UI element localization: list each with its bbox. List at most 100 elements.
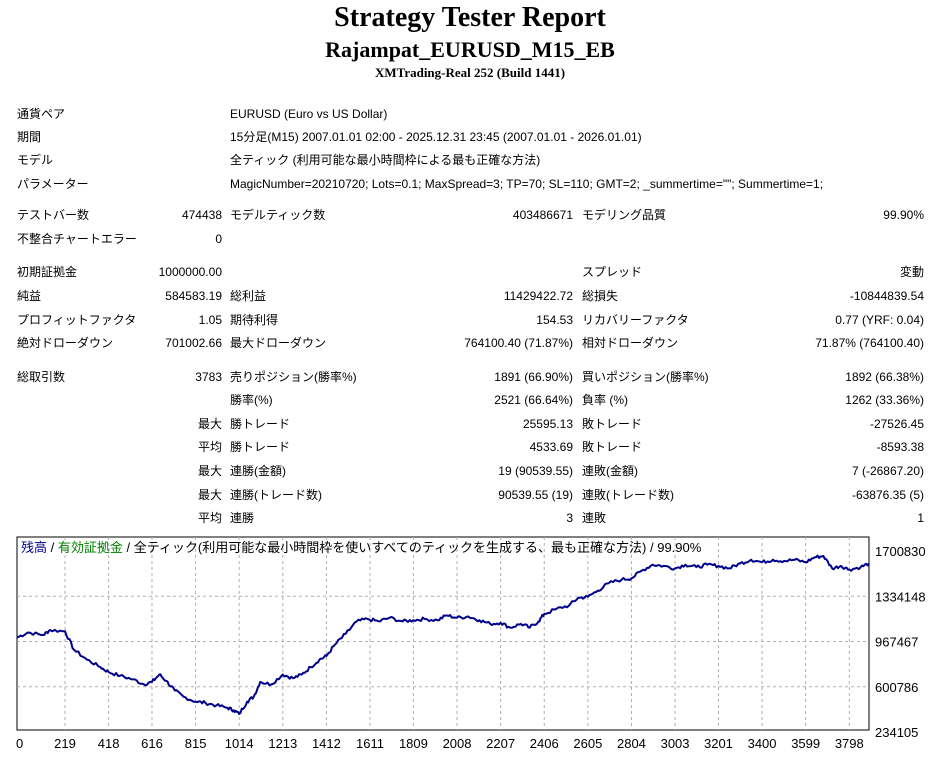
x-tick-label: 1213 xyxy=(268,736,297,751)
absolute-drawdown-label: 絶対ドローダウン xyxy=(17,336,114,350)
series-line-balance xyxy=(16,554,870,715)
bars-value: 474438 xyxy=(181,208,222,222)
loss-rate-label: 負率 (%) xyxy=(582,393,628,407)
legend-model-text: / 全ティック(利用可能な最小時間枠を使いすべてのティックを生成する、最も正確な… xyxy=(123,540,702,555)
symbol-label: 通貨ペア xyxy=(17,107,66,121)
x-tick-label: 3798 xyxy=(835,736,864,751)
x-tick-label: 2008 xyxy=(443,736,472,751)
maximal-drawdown-value: 764100.40 (71.87%) xyxy=(464,336,573,350)
long-positions-value: 1892 (66.38%) xyxy=(845,370,924,384)
plot-frame xyxy=(16,536,870,731)
absolute-drawdown-value: 701002.66 xyxy=(165,336,222,350)
largest-loss-label: 敗トレード xyxy=(582,417,643,431)
chart-series xyxy=(16,554,870,715)
spread-value: 変動 xyxy=(899,265,924,279)
expected-payoff-label: 期待利得 xyxy=(230,313,279,327)
consecutive-losses-amount-label: 連敗(金額) xyxy=(582,464,638,478)
chart-svg: 残高 / 有効証拠金 / 全ティック(利用可能な最小時間枠を使いすべてのティック… xyxy=(15,535,928,759)
avg-word: 平均 xyxy=(197,511,222,525)
model-value: 全ティック (利用可能な最小時間枠による最も正確な方法) xyxy=(230,153,541,167)
legend-separator: / xyxy=(47,540,58,555)
net-profit-value: 584583.19 xyxy=(165,289,222,303)
x-tick-label: 3003 xyxy=(661,736,690,751)
max-word: 最大 xyxy=(197,464,222,478)
expected-payoff-value: 154.53 xyxy=(536,313,573,327)
x-tick-label: 2406 xyxy=(530,736,559,751)
chart-legend: 残高 / 有効証拠金 / 全ティック(利用可能な最小時間枠を使いすべてのティック… xyxy=(21,540,702,555)
average-loss-label: 敗トレード xyxy=(582,440,643,454)
mismatch-value: 0 xyxy=(215,232,222,246)
period-label: 期間 xyxy=(17,130,42,144)
consecutive-wins-amount-value: 19 (90539.55) xyxy=(498,464,573,478)
recovery-factor-value: 0.77 (YRF: 0.04) xyxy=(835,313,924,327)
x-tick-label: 1611 xyxy=(356,736,384,751)
profit-factor-value: 1.05 xyxy=(198,313,222,327)
y-tick-label: 1334148 xyxy=(875,589,926,604)
symbol-value: EURUSD (Euro vs US Dollar) xyxy=(230,107,388,121)
relative-drawdown-label: 相対ドローダウン xyxy=(582,336,679,350)
x-tick-label: 3400 xyxy=(748,736,777,751)
deposit-label: 初期証拠金 xyxy=(17,265,78,279)
max-word: 最大 xyxy=(197,417,222,431)
average-consecutive-wins-value: 3 xyxy=(566,511,573,525)
deposit-value: 1000000.00 xyxy=(158,265,222,279)
x-tick-label: 1014 xyxy=(225,736,254,751)
gross-loss-value: -10844839.54 xyxy=(849,289,924,303)
average-consecutive-wins-label: 連勝 xyxy=(230,511,255,525)
loss-rate-value: 1262 (33.36%) xyxy=(845,393,924,407)
x-tick-label: 2207 xyxy=(486,736,515,751)
consecutive-losses-amount-value: 7 (-26867.20) xyxy=(851,464,924,478)
average-loss-value: -8593.38 xyxy=(876,440,924,454)
profit-factor-label: プロフィットファクタ xyxy=(17,313,137,327)
average-consecutive-losses-label: 連敗 xyxy=(582,511,607,525)
quality-label: モデリング品質 xyxy=(582,208,667,222)
legend-equity: 有効証拠金 xyxy=(58,540,123,555)
balance-chart: 残高 / 有効証拠金 / 全ティック(利用可能な最小時間枠を使いすべてのティック… xyxy=(15,535,928,759)
x-tick-label: 3201 xyxy=(704,736,733,751)
gross-profit-value: 11429422.72 xyxy=(503,289,573,303)
y-tick-label: 600786 xyxy=(875,680,918,695)
x-tick-label: 815 xyxy=(185,736,207,751)
avg-word: 平均 xyxy=(197,440,222,454)
y-tick-label: 1700830 xyxy=(875,544,926,559)
total-trades-value: 3783 xyxy=(195,370,222,384)
short-positions-value: 1891 (66.90%) xyxy=(494,370,573,384)
x-tick-label: 0 xyxy=(16,736,23,751)
x-tick-label: 1809 xyxy=(399,736,428,751)
consecutive-wins-count-label: 連勝(トレード数) xyxy=(230,488,322,502)
max-word: 最大 xyxy=(197,488,222,502)
long-positions-label: 買いポジション(勝率%) xyxy=(582,370,709,384)
y-tick-label: 967467 xyxy=(875,635,918,650)
gross-loss-label: 総損失 xyxy=(582,289,619,303)
consecutive-losses-count-label: 連敗(トレード数) xyxy=(582,488,674,502)
x-tick-label: 616 xyxy=(141,736,163,751)
consecutive-wins-amount-label: 連勝(金額) xyxy=(230,464,286,478)
report-title: Strategy Tester Report xyxy=(334,2,606,33)
x-tick-label: 2605 xyxy=(573,736,602,751)
quality-value: 99.90% xyxy=(883,208,924,222)
x-axis-ticks: 0 219 418 616 815 1014 1213 1412 1611 1809 2008 220… xyxy=(16,736,864,751)
relative-drawdown-value: 71.87% (764100.40) xyxy=(815,336,924,350)
spread-label: スプレッド xyxy=(582,265,643,279)
x-tick-label: 418 xyxy=(98,736,120,751)
x-tick-label: 2804 xyxy=(617,736,646,751)
ticks-label: モデルティック数 xyxy=(230,208,326,222)
chart-grid xyxy=(17,537,869,730)
consecutive-losses-count-value: -63876.35 (5) xyxy=(851,488,924,502)
mismatch-label: 不整合チャートエラー xyxy=(17,232,137,246)
average-consecutive-losses-value: 1 xyxy=(917,511,924,525)
y-tick-label: 234105 xyxy=(875,725,918,740)
gross-profit-label: 総利益 xyxy=(230,289,267,303)
x-tick-label: 219 xyxy=(54,736,76,751)
parameters-value: MagicNumber=20210720; Lots=0.1; MaxSprea… xyxy=(230,177,824,191)
consecutive-wins-count-value: 90539.55 (19) xyxy=(498,488,573,502)
parameters-label: パラメーター xyxy=(17,177,89,191)
model-label: モデル xyxy=(17,153,54,167)
recovery-factor-label: リカバリーファクタ xyxy=(582,313,689,327)
report-server: XMTrading-Real 252 (Build 1441) xyxy=(374,65,566,80)
total-trades-label: 総取引数 xyxy=(17,370,66,384)
x-tick-label: 1412 xyxy=(312,736,341,751)
largest-loss-value: -27526.45 xyxy=(869,417,924,431)
y-axis-ticks: 1700830 1334148 967467 600786 234105 xyxy=(875,544,926,740)
maximal-drawdown-label: 最大ドローダウン xyxy=(230,336,327,350)
